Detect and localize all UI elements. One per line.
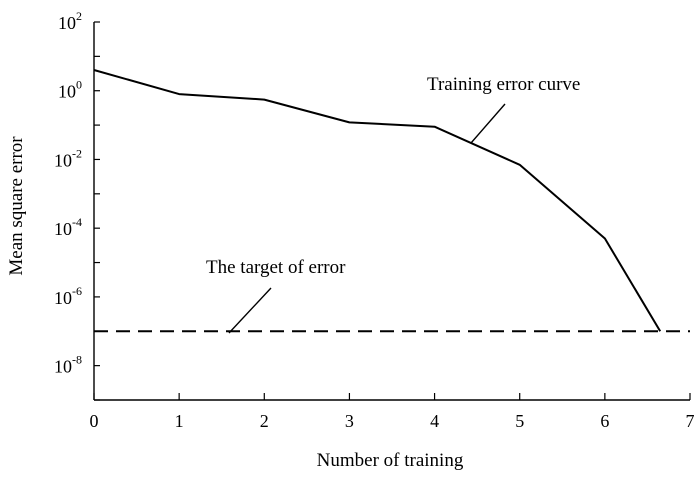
- x-tick-label: 6: [600, 411, 609, 431]
- annotation-layer: Training error curve The target of error: [206, 74, 580, 334]
- axes: [93, 22, 690, 401]
- x-axis-title: Number of training: [317, 450, 464, 471]
- y-tick-label: 102: [58, 9, 82, 33]
- x-tick-label: 4: [430, 411, 439, 431]
- y-tick-base: 10: [54, 219, 72, 239]
- y-tick-label: 10-6: [54, 284, 82, 308]
- y-tick-exponent: 2: [76, 9, 82, 23]
- y-tick-label: 100: [58, 78, 82, 102]
- y-tick-exponent: -6: [72, 284, 82, 298]
- training-error-curve: [93, 69, 662, 332]
- x-tick-label: 3: [345, 411, 354, 431]
- x-tick-label: 5: [515, 411, 524, 431]
- target-error-leader-line: [228, 287, 272, 334]
- y-tick-base: 10: [54, 357, 72, 377]
- y-tick-label: 10-2: [54, 146, 82, 170]
- series-layer: [93, 69, 690, 333]
- y-tick-base: 10: [58, 82, 76, 102]
- y-tick-base: 10: [58, 13, 76, 33]
- x-tick-label: 7: [686, 411, 695, 431]
- x-tick-label: 2: [260, 411, 269, 431]
- y-tick-base: 10: [54, 288, 72, 308]
- y-tick-label: 10-8: [54, 353, 82, 377]
- y-tick-exponent: -4: [72, 215, 82, 229]
- x-tick-label: 1: [175, 411, 184, 431]
- training-error-curve-label: Training error curve: [427, 74, 580, 95]
- y-tick-exponent: -2: [72, 146, 82, 160]
- y-tick-label: 10-4: [54, 215, 82, 239]
- y-tick-base: 10: [54, 150, 72, 170]
- x-tick-label: 0: [90, 411, 99, 431]
- y-tick-exponent: 0: [76, 78, 82, 92]
- y-tick-exponent: -8: [72, 353, 82, 367]
- x-axis-ticks: 0 1 2 3 4 5 6 7: [90, 393, 695, 431]
- training-error-leader-line: [470, 103, 506, 144]
- y-axis-title: Mean square error: [6, 136, 27, 276]
- target-error-label: The target of error: [206, 257, 346, 278]
